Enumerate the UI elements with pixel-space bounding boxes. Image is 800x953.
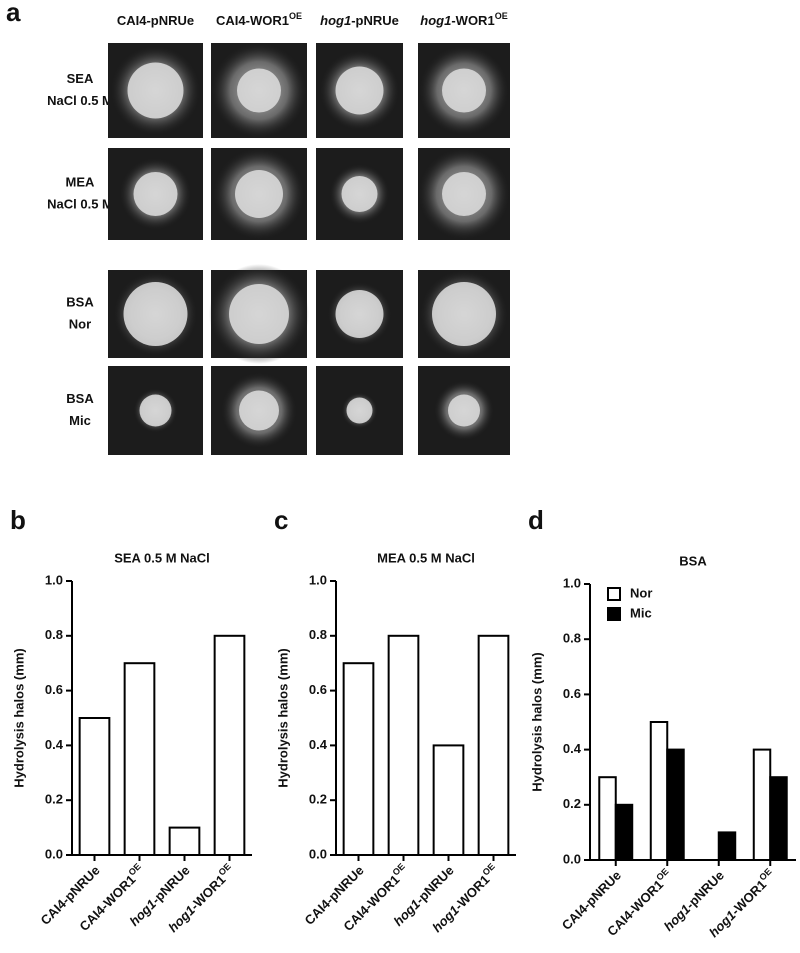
y-tick-label: 0.8 [309, 627, 327, 642]
row-label: BSA [66, 391, 94, 406]
y-tick-label: 0.6 [563, 686, 581, 701]
colony [139, 394, 172, 427]
y-tick-label: 0.8 [563, 631, 581, 646]
label-italic: hog1 [320, 13, 351, 28]
label-text: -WOR1 [728, 877, 769, 918]
row-label: NaCl 0.5 M [47, 196, 113, 211]
y-tick-label: 0.0 [309, 846, 327, 861]
colony [239, 390, 279, 431]
y-axis-label: Hydrolysis halos (mm) [11, 648, 26, 787]
label-sup: OE [495, 11, 508, 21]
row-label: MEA [66, 174, 96, 189]
row-label: NaCl 0.5 M [47, 93, 113, 108]
bar [387, 634, 420, 856]
column-label: hog1-WOR1OE [420, 11, 507, 28]
column-label: CAI4-WOR1OE [216, 11, 302, 28]
y-tick-label: 1.0 [309, 572, 327, 587]
y-tick-label: 0.4 [309, 737, 328, 752]
label-text: -pNRUe [413, 863, 457, 907]
label-text: -pNRUe [683, 868, 727, 912]
colony [346, 397, 373, 424]
y-tick-label: 0.6 [309, 682, 327, 697]
colony [133, 172, 178, 216]
bar [342, 662, 375, 857]
row-label: Mic [69, 413, 91, 428]
label-text: -pNRUe [149, 863, 193, 907]
legend-label: Mic [630, 605, 652, 620]
bar [168, 826, 201, 856]
chart-title: BSA [679, 553, 707, 568]
bar [614, 803, 634, 861]
label-text: -WOR1 [188, 872, 229, 913]
colony [335, 66, 384, 115]
bar [649, 721, 669, 861]
bar [123, 662, 156, 857]
y-tick-label: 1.0 [563, 575, 581, 590]
bar [78, 717, 111, 856]
y-tick-label: 0.2 [563, 796, 581, 811]
panel-label: d [528, 505, 544, 535]
row-label: BSA [66, 294, 94, 309]
y-tick-label: 0.2 [309, 792, 327, 807]
bar [717, 831, 737, 862]
colony [237, 68, 281, 113]
y-tick-label: 0.0 [563, 851, 581, 866]
y-tick-label: 1.0 [45, 572, 63, 587]
colony [235, 170, 283, 218]
panel-label: a [6, 0, 21, 27]
label-italic: hog1 [420, 13, 451, 28]
panel-label: c [274, 505, 288, 535]
row-label: Nor [69, 316, 91, 331]
colony [448, 394, 480, 427]
colony [123, 282, 188, 346]
colony [442, 172, 486, 216]
colony [229, 284, 289, 344]
column-label: hog1-pNRUe [320, 13, 399, 28]
bar [666, 748, 685, 861]
legend-swatch [607, 607, 621, 621]
y-tick-label: 0.4 [563, 741, 582, 756]
colony [335, 290, 384, 338]
bar [752, 748, 772, 861]
bar [213, 634, 246, 856]
colony [442, 68, 486, 113]
row-label: SEA [67, 71, 94, 86]
y-tick-label: 0.2 [45, 792, 63, 807]
chart-title: MEA 0.5 M NaCl [377, 550, 475, 565]
y-axis-label: Hydrolysis halos (mm) [529, 652, 544, 791]
colony [341, 176, 378, 212]
label-text: -WOR1 [451, 13, 494, 28]
colony [432, 282, 496, 346]
label-text: -pNRUe [351, 13, 399, 28]
label-text: CAI4-pNRUe [117, 13, 194, 28]
label-text: CAI4-WOR1 [216, 13, 289, 28]
y-tick-label: 0.4 [45, 737, 64, 752]
bar [432, 744, 465, 857]
y-tick-label: 0.0 [45, 846, 63, 861]
chart-title: SEA 0.5 M NaCl [114, 550, 210, 565]
label-text: -WOR1 [452, 872, 493, 913]
colony [127, 62, 184, 119]
bar [477, 634, 510, 856]
panel-label: b [10, 505, 26, 535]
y-tick-label: 0.6 [45, 682, 63, 697]
column-label: CAI4-pNRUe [117, 13, 194, 28]
y-tick-label: 0.8 [45, 627, 63, 642]
label-sup: OE [289, 11, 302, 21]
legend-swatch [607, 587, 621, 601]
bar [769, 776, 788, 862]
y-axis-label: Hydrolysis halos (mm) [275, 648, 290, 787]
bar [598, 776, 617, 862]
legend-label: Nor [630, 585, 652, 600]
